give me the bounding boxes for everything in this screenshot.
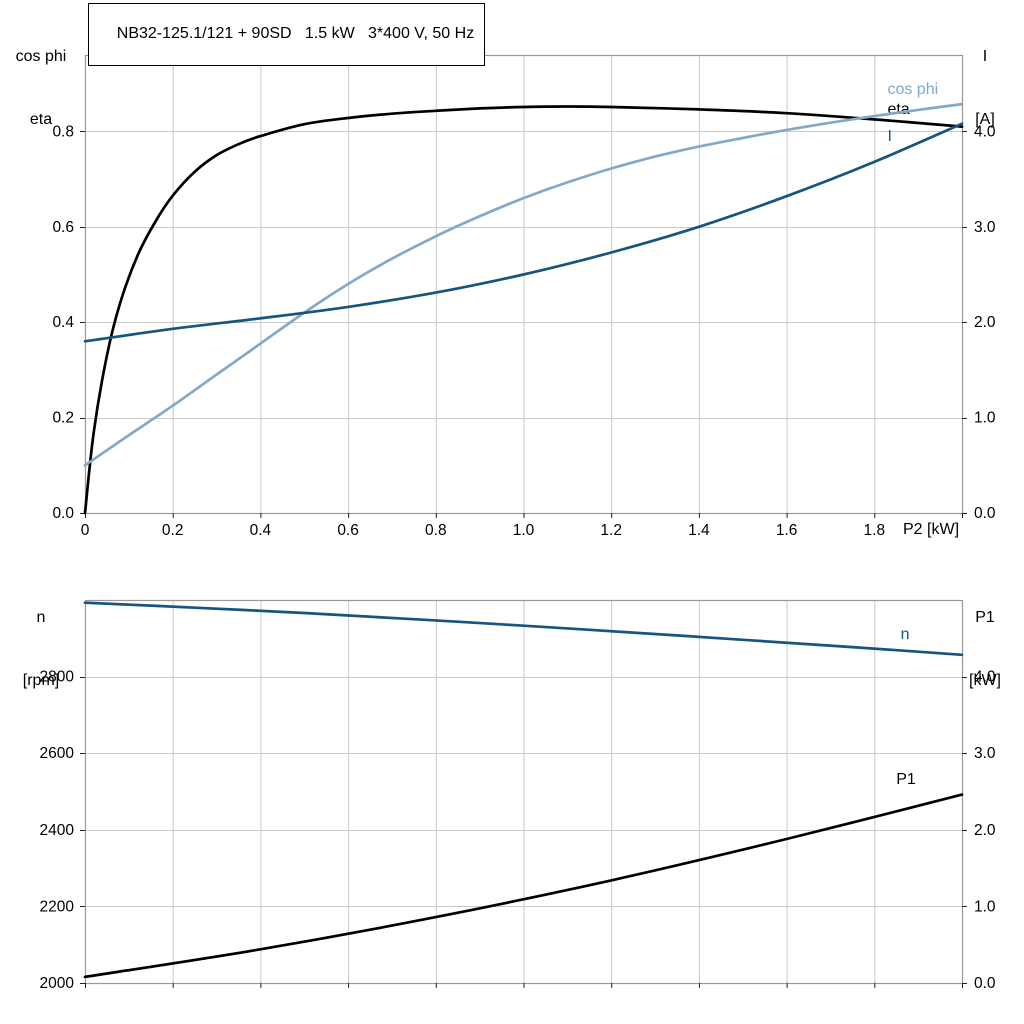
x-tick-label: 1.6	[776, 522, 798, 539]
curve-cos-phi	[83, 102, 964, 467]
y-tick-label-right: 4.0	[974, 669, 996, 686]
x-tick-label: 0.8	[425, 522, 447, 539]
y-tick-label-left: 2200	[40, 898, 75, 915]
y-tick-label-left: 2400	[40, 822, 75, 839]
bottom-right-axis-title: P1 [kW]	[954, 565, 1016, 733]
chart-title-box: NB32-125.1/121 + 90SD 1.5 kW 3*400 V, 50…	[88, 3, 486, 66]
y-tick-label-left: 0.0	[52, 505, 74, 522]
curve-n	[83, 601, 964, 657]
x-tick-label: 1.8	[864, 522, 886, 539]
chart-1: 2000 2200 2400 2600 2800 0.0 1.0 2.0 3.0 4.0 n P1	[40, 599, 996, 992]
curve-label-n: n	[901, 626, 910, 643]
axis-label-kw-unit: [kW]	[969, 672, 1001, 689]
y-tick-label-left: 0.8	[52, 123, 74, 140]
y-tick-label-right: 4.0	[974, 123, 996, 140]
top-left-axis-title: cos phi eta	[4, 4, 78, 172]
y-tick-label-left: 0.4	[52, 314, 74, 331]
chart-title: NB32-125.1/121 + 90SD 1.5 kW 3*400 V, 50…	[116, 25, 475, 42]
curve-label-I: I	[887, 128, 891, 145]
axis-label-p1: P1	[975, 609, 995, 626]
axis-label-eta: eta	[29, 111, 53, 128]
curve-I	[83, 122, 964, 343]
y-tick-label-left: 2000	[40, 975, 75, 992]
tick-labels: 2000 2200 2400 2600 2800 0.0 1.0 2.0 3.0 4.0	[40, 669, 996, 992]
y-tick-label-right: 3.0	[974, 219, 996, 236]
y-tick-label-right: 0.0	[974, 505, 996, 522]
x-tick-label: 1.4	[688, 522, 710, 539]
y-tick-label-right: 1.0	[974, 410, 996, 427]
curve-label-P1: P1	[896, 771, 916, 788]
tick-marks	[80, 677, 967, 988]
bottom-left-axis-title: n [rpm]	[4, 565, 78, 733]
axis-label-n: n	[36, 609, 46, 626]
curve-label-eta: eta	[887, 101, 909, 118]
axis-label-ampere-unit: [A]	[975, 111, 995, 128]
gridlines	[85, 600, 962, 983]
y-tick-label-right: 3.0	[974, 745, 996, 762]
y-tick-label-right: 2.0	[974, 822, 996, 839]
chart-0: 0 0.2 0.4 0.6 0.8 1.0 1.2 1.4 1.6 1.8 0.0 0.2 0.4 0.6…	[52, 54, 996, 539]
y-tick-label-left: 0.6	[52, 219, 74, 236]
tick-labels: 0 0.2 0.4 0.6 0.8 1.0 1.2 1.4 1.6 1.8 0.0 0.2 0.4 0.6…	[52, 123, 995, 539]
y-tick-label-right: 1.0	[974, 898, 996, 915]
x-tick-label: 0	[81, 522, 90, 539]
x-tick-label: 1.0	[513, 522, 535, 539]
x-tick-label: 0.6	[337, 522, 359, 539]
y-tick-label-right: 2.0	[974, 314, 996, 331]
y-tick-label-left: 0.2	[52, 410, 74, 427]
y-tick-label-left: 2800	[40, 669, 75, 686]
curve-eta	[83, 105, 964, 515]
x-tick-label: 1.2	[600, 522, 622, 539]
curve-label-cos-phi: cos phi	[887, 81, 938, 98]
x-tick-label: 0.2	[162, 522, 184, 539]
x-tick-label: 0.4	[250, 522, 272, 539]
top-right-axis-title: I [A]	[954, 4, 1016, 172]
y-tick-label-right: 0.0	[974, 975, 996, 992]
axis-label-current: I	[982, 48, 988, 65]
x-axis-label-p2: P2 [kW]	[903, 521, 960, 538]
y-tick-label-left: 2600	[40, 745, 75, 762]
axis-label-cos-phi: cos phi	[15, 48, 67, 65]
curve-P1	[83, 793, 964, 979]
axis-label-rpm-unit: [rpm]	[22, 672, 60, 689]
